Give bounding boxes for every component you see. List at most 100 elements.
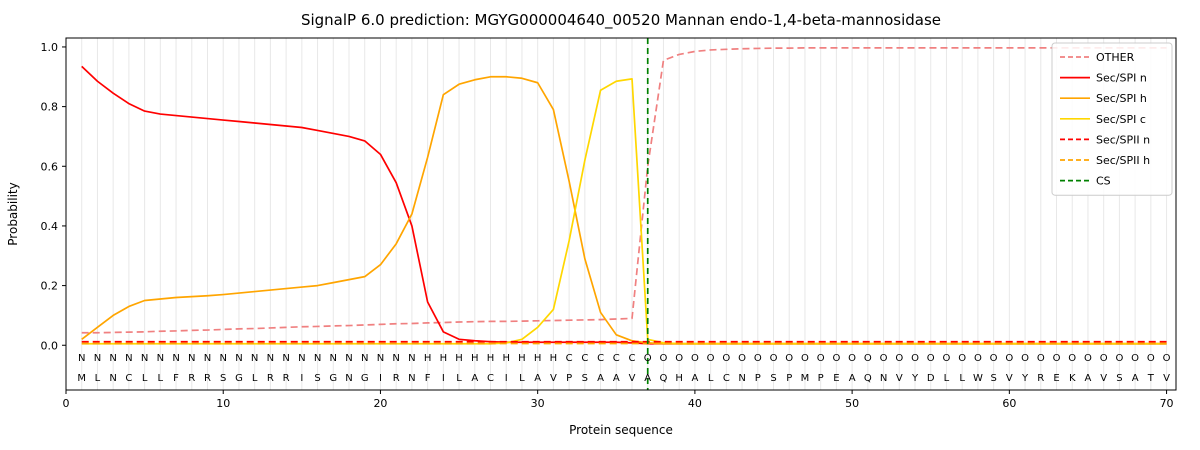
residue-letter: S bbox=[1116, 373, 1122, 384]
region-label: N bbox=[157, 353, 164, 364]
region-label: O bbox=[770, 353, 778, 364]
region-label: H bbox=[502, 353, 510, 364]
residue-letter: Y bbox=[1021, 373, 1029, 384]
region-label: H bbox=[550, 353, 558, 364]
residue-letter: S bbox=[314, 373, 320, 384]
x-tick-label: 40 bbox=[688, 397, 702, 410]
residue-letter: M bbox=[801, 373, 810, 384]
region-label: C bbox=[597, 353, 604, 364]
region-label: N bbox=[204, 353, 211, 364]
residue-letter: A bbox=[1085, 373, 1092, 384]
region-label: N bbox=[408, 353, 415, 364]
region-label: O bbox=[1163, 353, 1171, 364]
residue-letter: V bbox=[1100, 373, 1107, 384]
residue-letter: P bbox=[755, 373, 761, 384]
region-label: O bbox=[1021, 353, 1029, 364]
region-label: N bbox=[235, 353, 242, 364]
region-label: N bbox=[109, 353, 116, 364]
region-label: N bbox=[78, 353, 85, 364]
residue-letter: I bbox=[442, 373, 445, 384]
region-label: O bbox=[990, 353, 998, 364]
region-label: N bbox=[219, 353, 226, 364]
region-label: O bbox=[691, 353, 699, 364]
region-label: N bbox=[282, 353, 289, 364]
region-label: O bbox=[1147, 353, 1155, 364]
region-label: O bbox=[817, 353, 825, 364]
residue-letter: S bbox=[990, 373, 996, 384]
region-label: O bbox=[660, 353, 668, 364]
region-label: N bbox=[345, 353, 352, 364]
region-label: O bbox=[644, 353, 652, 364]
residue-letter: S bbox=[220, 373, 226, 384]
region-label: O bbox=[1115, 353, 1123, 364]
region-label: O bbox=[1084, 353, 1092, 364]
region-label: O bbox=[1131, 353, 1139, 364]
legend-label-sec-spii-h: Sec/SPII h bbox=[1096, 154, 1150, 167]
residue-letter: E bbox=[833, 373, 839, 384]
residue-letter: K bbox=[1069, 373, 1076, 384]
x-tick-label: 70 bbox=[1160, 397, 1174, 410]
residue-letter: I bbox=[505, 373, 508, 384]
region-label: C bbox=[629, 353, 636, 364]
residue-letter: L bbox=[456, 373, 462, 384]
residue-letter: I bbox=[379, 373, 382, 384]
residue-letter: R bbox=[267, 373, 274, 384]
residue-letter: P bbox=[566, 373, 572, 384]
residue-letter: I bbox=[300, 373, 303, 384]
residue-letter: A bbox=[597, 373, 604, 384]
residue-letter: G bbox=[361, 373, 369, 384]
residue-letter: M bbox=[77, 373, 86, 384]
region-label: O bbox=[1053, 353, 1061, 364]
x-tick-label: 50 bbox=[845, 397, 859, 410]
region-label: H bbox=[440, 353, 448, 364]
region-label: O bbox=[1068, 353, 1076, 364]
region-label: O bbox=[801, 353, 809, 364]
series-line-sec-spi-c bbox=[81, 78, 1167, 345]
region-label: N bbox=[125, 353, 132, 364]
residue-letter: V bbox=[896, 373, 903, 384]
residue-letter: S bbox=[770, 373, 776, 384]
region-label: O bbox=[943, 353, 951, 364]
residue-letter: P bbox=[786, 373, 792, 384]
residue-letter: L bbox=[944, 373, 950, 384]
residue-letter: W bbox=[973, 373, 983, 384]
region-label: O bbox=[864, 353, 872, 364]
residue-letter: A bbox=[1132, 373, 1139, 384]
residue-letter: A bbox=[691, 373, 698, 384]
residue-letter: A bbox=[534, 373, 541, 384]
residue-letter: L bbox=[519, 373, 525, 384]
y-tick-label: 0.6 bbox=[41, 160, 59, 173]
residue-letter: N bbox=[109, 373, 116, 384]
residue-letter: C bbox=[723, 373, 730, 384]
region-label: O bbox=[1037, 353, 1045, 364]
residue-letter: T bbox=[1147, 373, 1155, 384]
residue-letter: A bbox=[471, 373, 478, 384]
residue-letter: V bbox=[1163, 373, 1170, 384]
residue-letter: G bbox=[235, 373, 243, 384]
legend-label-other: OTHER bbox=[1096, 51, 1135, 64]
residue-letter: L bbox=[708, 373, 714, 384]
series-line-sec-spi-h bbox=[81, 75, 1167, 345]
series-line-sec-spi-n bbox=[81, 65, 1167, 345]
y-tick-label: 0.4 bbox=[41, 220, 59, 233]
region-label: O bbox=[722, 353, 730, 364]
region-label: C bbox=[581, 353, 588, 364]
y-tick-label: 1.0 bbox=[41, 41, 59, 54]
region-label: O bbox=[974, 353, 982, 364]
region-label: O bbox=[880, 353, 888, 364]
residue-letter: A bbox=[849, 373, 856, 384]
region-label: O bbox=[1100, 353, 1108, 364]
region-label: H bbox=[487, 353, 495, 364]
region-label: N bbox=[377, 353, 384, 364]
residue-letter: Y bbox=[911, 373, 919, 384]
region-label: O bbox=[785, 353, 793, 364]
region-label: N bbox=[330, 353, 337, 364]
residue-letter: Q bbox=[660, 373, 668, 384]
x-tick-label: 60 bbox=[1002, 397, 1016, 410]
residue-letter: N bbox=[408, 373, 415, 384]
residue-letter: L bbox=[959, 373, 965, 384]
residue-letter: R bbox=[188, 373, 195, 384]
residue-letter: V bbox=[629, 373, 636, 384]
legend-label-sec-spi-h: Sec/SPI h bbox=[1096, 92, 1147, 105]
